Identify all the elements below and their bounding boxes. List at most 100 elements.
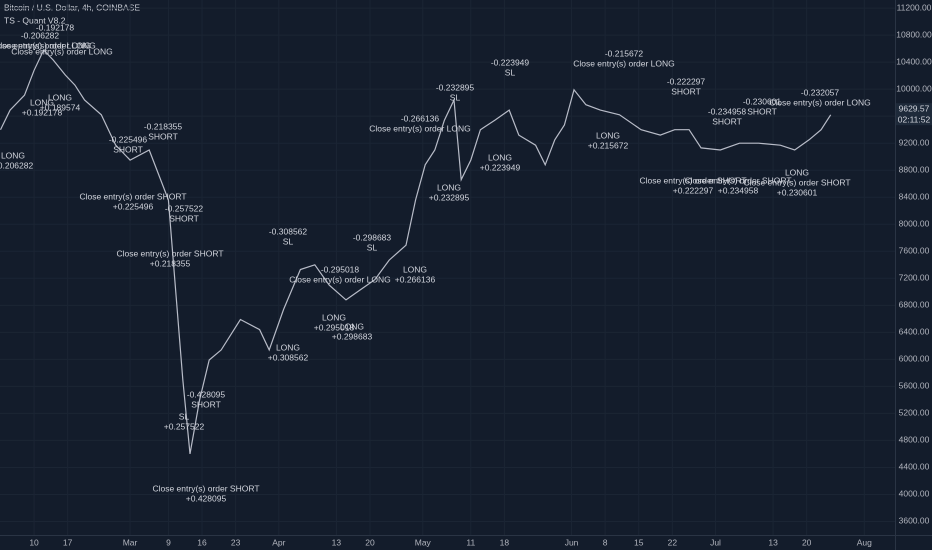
trade-annotation: Close entry(s) order SHORT	[79, 191, 186, 201]
trade-annotation: -0.428095	[187, 389, 226, 399]
trade-annotation: Close entry(s) order LONG	[0, 40, 91, 50]
trade-annotation: +0.308562	[268, 352, 309, 362]
trade-annotation: +0.298683	[332, 331, 373, 341]
x-tick-label: 22	[668, 537, 678, 547]
trade-annotation: LONG	[488, 152, 512, 162]
trade-annotation: -0.215672	[605, 48, 644, 58]
trade-annotation: -0.234958	[708, 106, 747, 116]
trade-annotation: Close entry(s) order LONG	[369, 123, 471, 133]
trade-annotation: Close entry(s) order SHORT	[116, 248, 223, 258]
trade-annotation: -0.192178	[36, 22, 75, 32]
y-tick-label: 6400.00	[899, 327, 930, 337]
trade-annotation: +0.218355	[150, 258, 191, 268]
trade-annotation: -0.232895	[436, 82, 475, 92]
trade-annotation: SHORT	[712, 116, 742, 126]
trade-annotation: -0.230601	[743, 96, 782, 106]
y-tick-label: 5600.00	[899, 381, 930, 391]
trade-annotation: SHORT	[148, 131, 178, 141]
last-price-label: 9629.57	[899, 103, 930, 113]
trade-annotation: SL	[179, 411, 190, 421]
y-tick-label: 3600.00	[899, 516, 930, 526]
trade-annotation: -0.222297	[667, 76, 706, 86]
trade-annotation: +0.225496	[113, 201, 154, 211]
x-tick-label: 16	[197, 537, 207, 547]
trade-annotation: LONG	[322, 312, 346, 322]
x-tick-label: 10	[29, 537, 39, 547]
x-tick-label: 20	[365, 537, 375, 547]
trade-annotation: +0.189574	[40, 102, 81, 112]
trade-annotation: +0.234958	[718, 185, 759, 195]
trade-annotation: -0.218355	[144, 121, 183, 131]
trade-annotation: -0.308562	[269, 226, 308, 236]
x-tick-label: 23	[231, 537, 241, 547]
y-tick-label: 4000.00	[899, 489, 930, 499]
trade-annotation: -0.232057	[801, 87, 840, 97]
y-tick-label: 4400.00	[899, 462, 930, 472]
x-tick-label: 17	[63, 537, 73, 547]
trade-annotation: LONG	[596, 130, 620, 140]
trade-annotation: +0.192178	[22, 107, 63, 117]
trade-annotation: LONG	[30, 97, 54, 107]
trade-annotation: -0.298683	[353, 232, 392, 242]
chart-title: Bitcoin / U.S. Dollar, 4h, COINBASE	[4, 2, 140, 12]
trade-annotation: Close entry(s) order LONG	[289, 274, 391, 284]
y-tick-label: 10400.00	[896, 56, 932, 66]
trade-annotation: LONG	[276, 342, 300, 352]
trade-annotation: -0.295018	[321, 264, 360, 274]
y-tick-label: 11200.00	[897, 2, 932, 12]
trade-annotation: Close entry(s) order SHORT	[152, 483, 259, 493]
trade-annotation: LONG	[1, 150, 25, 160]
trade-annotation: +0.266136	[395, 274, 436, 284]
x-tick-label: May	[415, 537, 432, 547]
x-tick-label: Jul	[710, 537, 721, 547]
countdown-label: 02:11:52	[898, 114, 931, 124]
trade-annotation: Close entry(s) order LONG	[0, 40, 96, 50]
y-tick-label: 9200.00	[899, 137, 930, 147]
trade-annotation: LONG	[403, 264, 427, 274]
trade-annotation: Close entry(s) order LONG	[769, 97, 871, 107]
y-tick-label: 7200.00	[899, 273, 930, 283]
trade-annotation: SHORT	[747, 106, 777, 116]
y-tick-label: 8000.00	[899, 219, 930, 229]
trade-annotation: SHORT	[191, 399, 221, 409]
x-tick-label: Aug	[857, 537, 872, 547]
y-tick-label: 6000.00	[899, 354, 930, 364]
last-price-badge	[896, 103, 932, 126]
x-tick-label: 13	[332, 537, 342, 547]
x-tick-label: 18	[500, 537, 510, 547]
trade-annotation: -0.257522	[165, 203, 204, 213]
indicator-name: TS - Quant V8.2	[4, 15, 66, 25]
x-tick-label: 15	[634, 537, 644, 547]
y-tick-label: 10000.00	[896, 83, 932, 93]
x-tick-label: Jun	[565, 537, 579, 547]
trade-annotation: -0.225496	[109, 134, 148, 144]
trade-annotation: SHORT	[113, 144, 143, 154]
x-tick-label: 13	[768, 537, 778, 547]
price-line	[0, 48, 832, 455]
trade-annotation: +0.232895	[429, 192, 470, 202]
y-tick-label: 8800.00	[899, 164, 930, 174]
trade-annotation: Close entry(s) order LONG	[11, 46, 113, 56]
trade-annotation: -0.206282	[21, 30, 60, 40]
trade-annotation: +0.215672	[588, 140, 629, 150]
trade-annotation: SL	[283, 236, 294, 246]
trade-annotation: SHORT	[169, 213, 199, 223]
trade-annotation: +0.222297	[673, 185, 714, 195]
x-tick-label: Apr	[272, 537, 285, 547]
y-tick-label: 10800.00	[896, 29, 932, 39]
trade-annotation: LONG	[785, 167, 809, 177]
trade-annotation: +0.230601	[777, 187, 818, 197]
trade-annotation: SHORT	[671, 86, 701, 96]
y-tick-label: 4800.00	[899, 435, 930, 445]
trade-annotation: +0.206282	[0, 160, 33, 170]
trade-annotation: SL	[505, 67, 516, 77]
trade-annotation: Close entry(s) order SHORT	[639, 175, 746, 185]
trade-annotation: LONG	[437, 182, 461, 192]
x-tick-label: 20	[802, 537, 812, 547]
x-tick-label: 8	[603, 537, 608, 547]
trade-annotation: +0.428095	[186, 493, 227, 503]
trade-annotation: Close entry(s) order SHORT	[684, 175, 791, 185]
